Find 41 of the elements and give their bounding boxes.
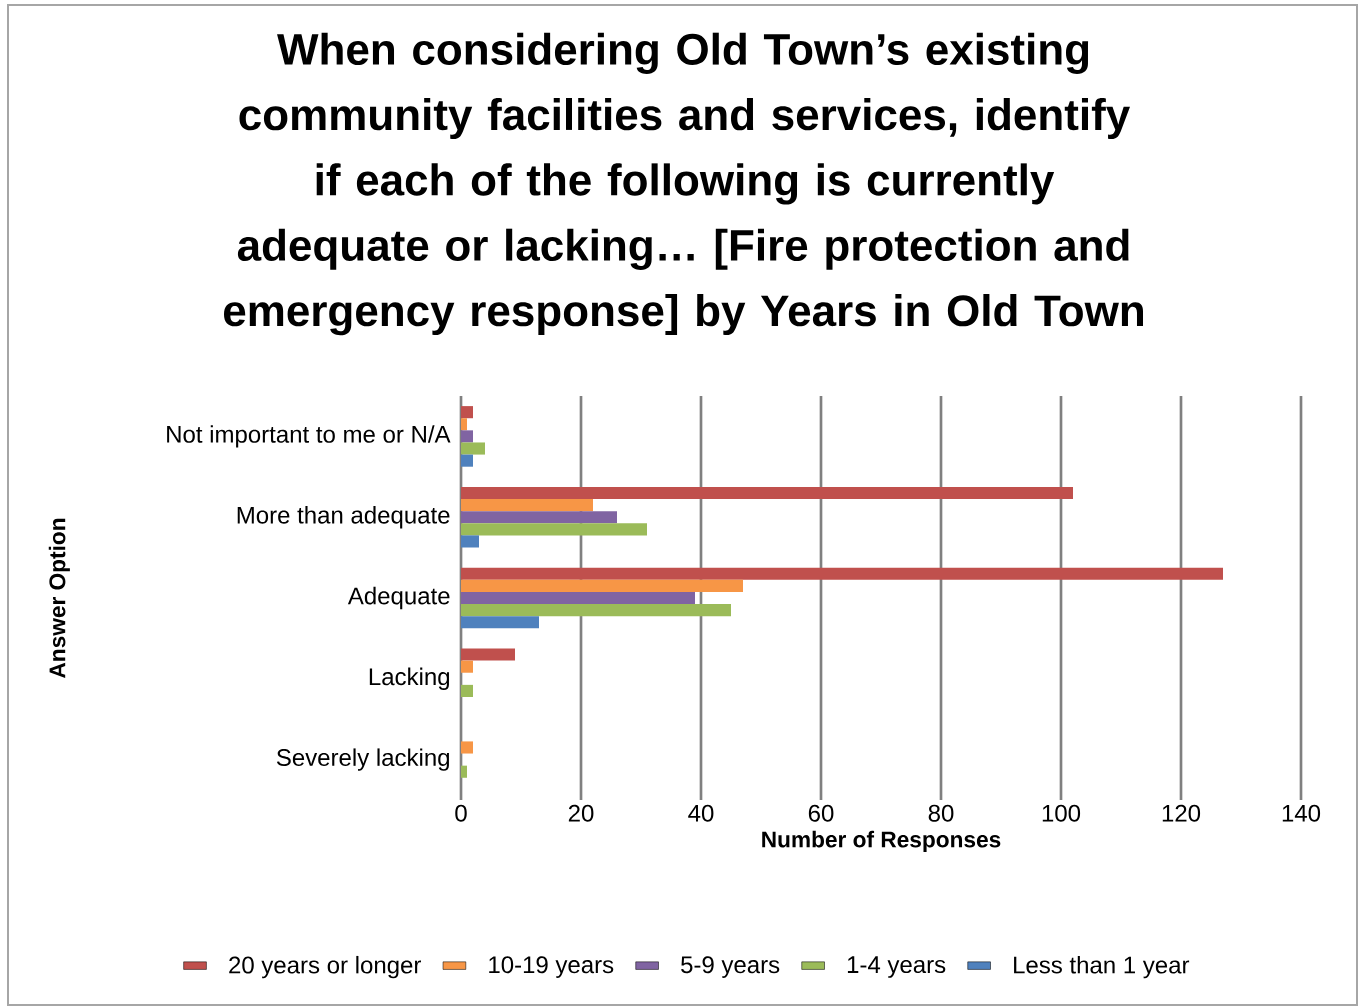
chart-title: When considering Old Town’s existing community facilities and services, identify if each of the following is currently adequate or lacking… [Fire protection and emergency response] by Years in Old Town (224, 32, 1143, 336)
bar (461, 406, 473, 419)
bar (461, 684, 473, 697)
bar (461, 567, 1223, 580)
bar (461, 499, 593, 512)
bar (461, 765, 467, 778)
bar (461, 430, 473, 443)
x-tick-label: 60 (808, 804, 834, 822)
bar (461, 442, 485, 455)
y-tick-label: Lacking (369, 667, 450, 690)
y-tick-label: Adequate (347, 586, 450, 610)
x-tick-label: 140 (1282, 804, 1321, 822)
x-axis-title: Number of Responses (762, 830, 1001, 852)
bar (461, 741, 473, 754)
bar (461, 454, 473, 467)
legend-label: 10-19 years (489, 956, 614, 978)
x-tick-label: 80 (928, 804, 954, 822)
bar (461, 535, 479, 548)
bar (461, 511, 617, 524)
bar (461, 648, 515, 661)
y-axis-title: Answer Option (48, 518, 70, 679)
bar (461, 604, 731, 617)
x-tick-label: 100 (1042, 804, 1081, 822)
bar (461, 616, 539, 629)
legend-label: Less than 1 year (1014, 955, 1190, 979)
legend-label: 5-9 years (681, 956, 780, 978)
bar (461, 486, 1073, 500)
y-tick-label: More than adequate (237, 506, 450, 529)
x-tick-label: 120 (1162, 804, 1201, 822)
bar (461, 660, 473, 673)
bar (461, 523, 647, 536)
x-tick-label: 0 (455, 804, 467, 822)
bar (461, 418, 467, 431)
x-tick-label: 20 (568, 804, 594, 822)
legend-label: 1-4 years (847, 956, 946, 978)
legend-label: 20 years or longer (229, 955, 421, 979)
y-tick-label: Not important to me or N/A (167, 425, 451, 448)
bar (461, 579, 743, 592)
y-tick-label: Severely lacking (276, 748, 449, 771)
bar (461, 591, 695, 605)
x-tick-label: 40 (688, 804, 714, 822)
